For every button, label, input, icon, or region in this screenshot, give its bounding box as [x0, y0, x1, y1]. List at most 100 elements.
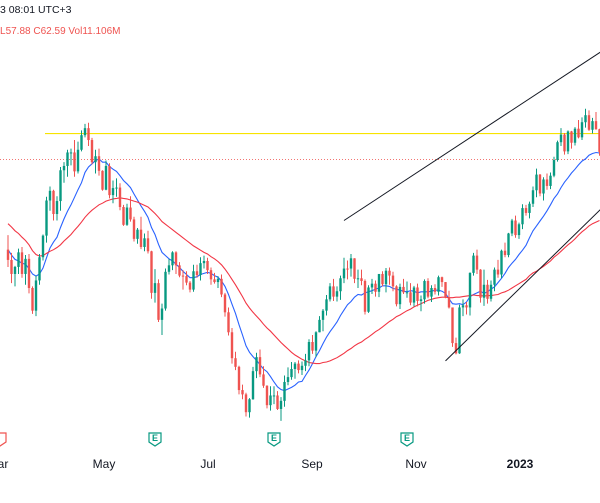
candle-body [66, 152, 69, 166]
candle-body [479, 269, 482, 298]
candle-body [90, 140, 94, 163]
volume-value: 11.106M [82, 26, 121, 37]
candle-body [223, 294, 227, 313]
candle-body [566, 131, 570, 152]
candle-body [118, 187, 122, 207]
low-label: L [0, 26, 6, 37]
candle-body [591, 121, 594, 130]
candle-body [10, 259, 13, 274]
candle-body [367, 287, 370, 312]
earnings-E-icon[interactable]: E [148, 432, 162, 447]
candle-body [559, 134, 563, 143]
candle-body [195, 271, 199, 276]
candle-body [255, 357, 258, 372]
candle-body [150, 251, 153, 293]
candle-body [451, 307, 454, 344]
candle-body [220, 278, 223, 295]
candle-body [339, 278, 342, 292]
candle-body [314, 332, 318, 351]
candle-body [531, 190, 535, 204]
candle-body [377, 273, 381, 292]
candle-body [227, 312, 230, 333]
candle-body [94, 156, 97, 163]
candle-body [335, 291, 339, 297]
candle-body [59, 170, 62, 202]
candle-body [493, 269, 496, 285]
candle-body [52, 190, 55, 215]
candle-body [444, 282, 447, 298]
candle-body [293, 363, 297, 369]
candle-body [6, 249, 10, 260]
candle-body [178, 265, 181, 276]
candle-body [209, 270, 213, 280]
candle-body [542, 179, 545, 194]
dividend-D-icon[interactable] [0, 432, 7, 447]
candle-body [353, 258, 356, 279]
candle-body [577, 128, 580, 138]
svg-text:E: E [271, 433, 277, 443]
candle-body [167, 265, 171, 272]
candle-body [325, 299, 328, 311]
ohlcv-values: L57.88 C62.59 Vol11.106M [0, 26, 121, 37]
candle-body [213, 279, 216, 283]
candle-body [549, 175, 552, 186]
time-axis-label: Nov [405, 457, 426, 471]
candle-body [472, 255, 475, 273]
candle-body [370, 283, 374, 288]
close-label: C [33, 26, 41, 37]
earnings-E-icon[interactable]: E [400, 432, 414, 447]
candle-body [17, 252, 20, 267]
candle-body [521, 208, 524, 225]
candle-body [503, 250, 507, 256]
channel-upper-line[interactable] [343, 50, 600, 221]
candle-body [111, 188, 115, 196]
candle-body [76, 149, 80, 172]
candle-body [153, 283, 157, 293]
candle-body [440, 277, 444, 283]
candle-body [55, 201, 59, 215]
candle-body [538, 174, 542, 194]
candle-body [430, 288, 433, 297]
candle-body [486, 284, 489, 299]
close-value: 62.59 [40, 26, 66, 37]
candle-body [171, 252, 174, 266]
candle-body [402, 286, 405, 293]
candle-body [570, 131, 573, 143]
candle-body [83, 128, 87, 136]
candle-body [398, 286, 402, 305]
candle-body [388, 270, 391, 276]
candle-body [552, 160, 556, 176]
candle-body [216, 278, 220, 283]
time-axis-label: Jul [200, 457, 215, 471]
candle-body [164, 271, 167, 309]
candle-body [115, 187, 118, 189]
chart-legend-header: 3 08:01 UTC+3 L57.88 C62.59 Vol11.106M [0, 0, 600, 44]
channel-lower-line[interactable] [445, 207, 600, 362]
candle-body [545, 179, 549, 186]
candle-body [332, 286, 335, 297]
candle-body [563, 134, 566, 152]
candle-body [447, 297, 451, 308]
candle-body [199, 263, 202, 276]
candle-body [318, 319, 321, 333]
candle-body [62, 165, 66, 171]
candle-body [125, 207, 129, 225]
candle-body [192, 271, 195, 290]
earnings-E-icon[interactable]: E [267, 432, 281, 447]
candle-body [342, 268, 346, 279]
low-value: 57.88 [5, 26, 31, 37]
bar-datetime: 3 08:01 UTC+3 [0, 4, 72, 16]
candle-body [458, 307, 461, 354]
candle-body [276, 395, 279, 409]
candle-body [241, 390, 244, 395]
candle-body [24, 258, 27, 274]
candle-body [41, 235, 45, 258]
candle-body [297, 363, 300, 371]
candle-body [181, 275, 185, 277]
candle-body [356, 278, 360, 280]
candle-body [73, 152, 76, 172]
candle-body [34, 280, 38, 311]
candle-body [500, 250, 503, 275]
candle-body [454, 343, 458, 354]
